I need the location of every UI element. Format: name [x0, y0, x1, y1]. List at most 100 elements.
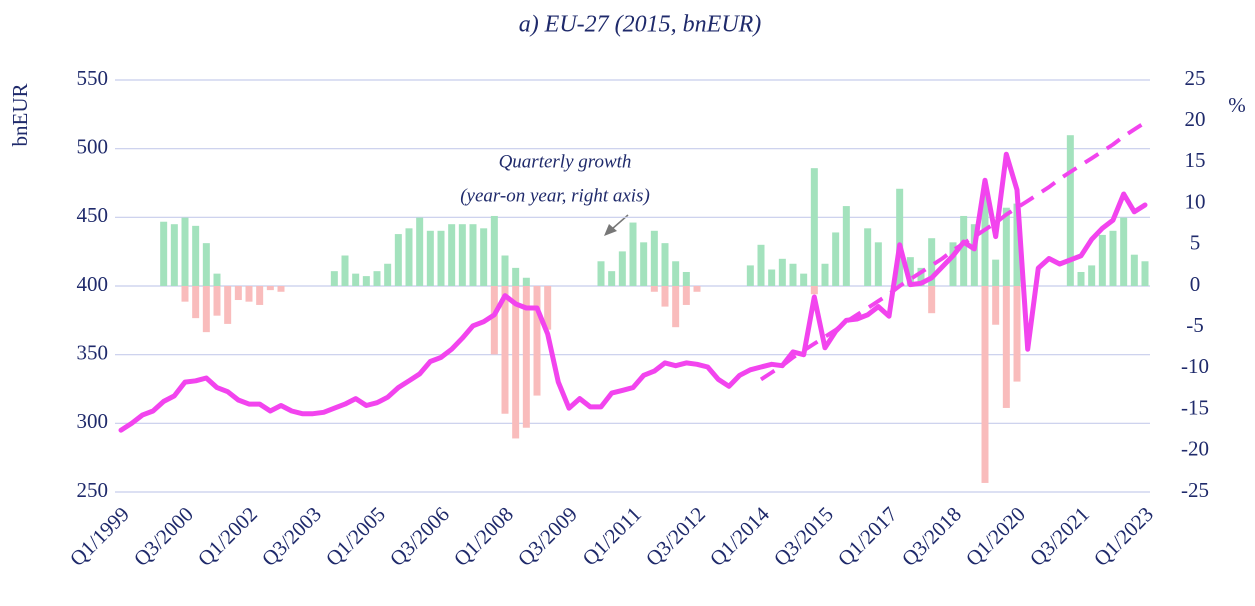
bar — [650, 230, 658, 286]
bar — [202, 286, 210, 333]
bar — [1013, 203, 1021, 286]
bar — [522, 277, 530, 286]
bar — [1120, 217, 1128, 286]
bar — [1077, 271, 1085, 286]
bar — [544, 286, 552, 330]
bar — [789, 263, 797, 286]
y-tick-label: 500 — [77, 134, 109, 158]
bar — [608, 271, 616, 286]
bar — [266, 286, 274, 291]
bar — [757, 244, 765, 286]
bar — [981, 286, 989, 483]
y2-tick-label: -20 — [1181, 437, 1209, 461]
x-tick-label: Q1/2002 — [193, 502, 262, 571]
bar — [896, 188, 904, 286]
bar — [234, 286, 242, 301]
bar — [917, 267, 925, 286]
bar — [224, 286, 232, 324]
bar — [810, 286, 818, 295]
y-tick-label: 550 — [77, 66, 109, 90]
bar — [362, 276, 370, 286]
bar — [1088, 265, 1096, 286]
y2-tick-label: -25 — [1181, 478, 1209, 502]
x-tick-label: Q3/2000 — [129, 502, 198, 571]
x-tick-label: Q1/2008 — [449, 502, 518, 571]
bar — [426, 230, 434, 286]
bar — [373, 271, 381, 286]
x-tick-label: Q1/2005 — [321, 502, 390, 571]
x-tick-label: Q3/2021 — [1025, 502, 1094, 571]
bar — [1002, 286, 1010, 408]
bar — [341, 255, 349, 286]
bar — [501, 255, 509, 286]
x-tick-label: Q3/2015 — [769, 502, 838, 571]
y2-tick-label: -10 — [1181, 354, 1209, 378]
bar — [1130, 254, 1138, 286]
bar — [181, 217, 189, 286]
bar — [864, 228, 872, 286]
bar — [928, 238, 936, 286]
bar — [992, 259, 1000, 286]
x-tick-label: Q1/2020 — [961, 502, 1030, 571]
bar — [192, 286, 200, 319]
bar — [960, 215, 968, 286]
y2-axis-label: % — [1228, 93, 1246, 117]
bar — [874, 242, 882, 286]
bar — [1002, 207, 1010, 286]
y2-tick-label: 15 — [1185, 148, 1206, 172]
bar — [981, 185, 989, 286]
x-tick-label: Q1/2017 — [833, 502, 902, 571]
y-tick-label: 300 — [77, 409, 109, 433]
bar — [1109, 230, 1117, 286]
bar — [330, 271, 338, 286]
bar — [352, 273, 360, 286]
annotation: Quarterly growth — [499, 151, 632, 172]
y-tick-label: 450 — [77, 203, 109, 227]
y2-tick-label: 25 — [1185, 66, 1206, 90]
bar — [970, 224, 978, 286]
bar — [256, 286, 264, 305]
x-tick-label: Q1/2011 — [578, 502, 646, 570]
y-axis-label: bnEUR — [8, 84, 32, 147]
bar — [597, 261, 605, 286]
bar — [170, 224, 178, 286]
bar — [640, 242, 648, 286]
bar — [810, 168, 818, 286]
bar — [928, 286, 936, 314]
y-tick-label: 250 — [77, 478, 109, 502]
bar — [682, 286, 690, 305]
x-tick-label: Q3/2018 — [897, 502, 966, 571]
bar — [842, 206, 850, 286]
bar — [192, 225, 200, 286]
y2-tick-label: 10 — [1185, 189, 1206, 213]
bar — [437, 230, 445, 286]
bar — [1098, 234, 1106, 286]
bar — [672, 261, 680, 286]
bar — [512, 286, 520, 439]
bar — [160, 221, 168, 286]
bar — [405, 228, 413, 286]
bar — [490, 215, 498, 286]
bar — [768, 269, 776, 286]
bar — [1013, 286, 1021, 382]
bar — [448, 224, 456, 286]
bar — [394, 234, 402, 286]
bar — [181, 286, 189, 302]
x-tick-label: Q3/2006 — [385, 502, 454, 571]
line — [118, 151, 1148, 433]
bar — [501, 286, 509, 414]
y2-tick-label: 5 — [1190, 231, 1201, 255]
bar — [245, 286, 253, 302]
bar — [778, 258, 786, 286]
bar — [458, 224, 466, 286]
bar — [277, 286, 285, 292]
bar — [682, 271, 690, 286]
y2-tick-label: -15 — [1181, 395, 1209, 419]
bar — [618, 251, 626, 286]
y-tick-label: 350 — [77, 340, 109, 364]
bar — [384, 263, 392, 286]
bar — [746, 265, 754, 286]
x-tick-label: Q1/2014 — [705, 502, 774, 571]
bar — [650, 286, 658, 292]
